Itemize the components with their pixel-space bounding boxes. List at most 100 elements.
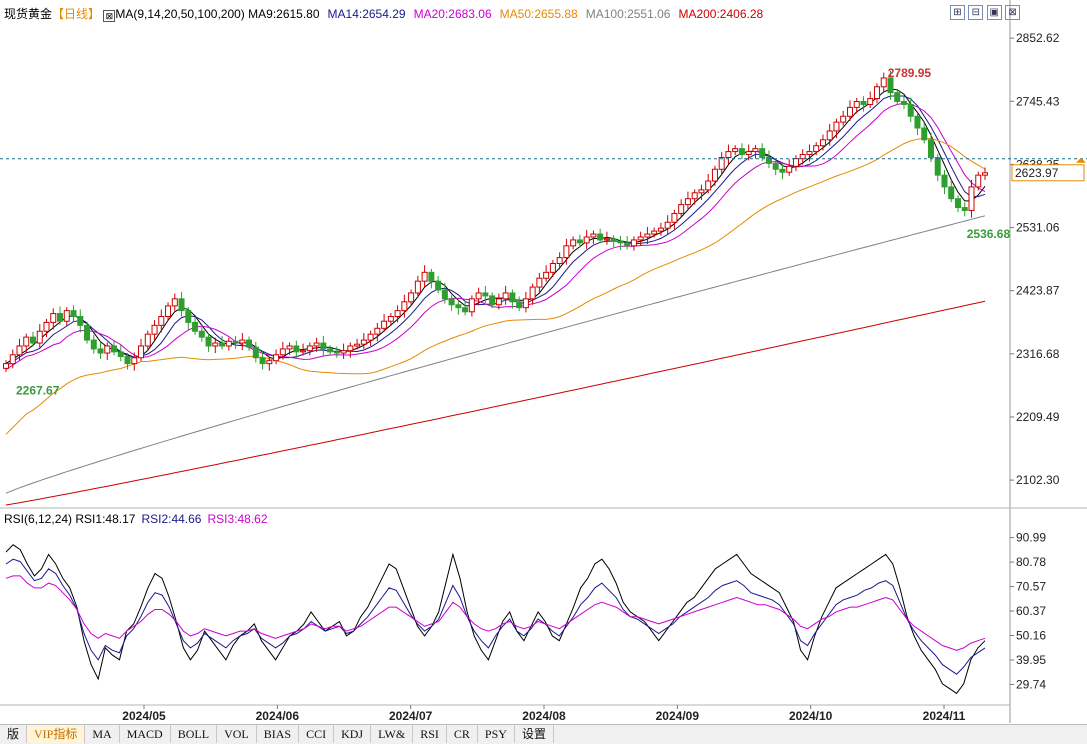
candle-body <box>144 333 151 347</box>
toolbar-item-4[interactable]: BOLL <box>171 725 218 743</box>
candle-body <box>543 271 550 279</box>
restore-icon[interactable]: ▣ <box>986 5 1002 20</box>
toolbar-item-8[interactable]: KDJ <box>334 725 372 743</box>
candle <box>819 134 826 151</box>
candle <box>90 334 97 354</box>
candle-body <box>117 351 124 358</box>
toolbar-item-3[interactable]: MACD <box>120 725 171 743</box>
close-icon[interactable]: ⊠ <box>1005 5 1021 20</box>
candle <box>165 302 172 321</box>
candle <box>570 236 577 250</box>
candle-body <box>354 343 361 347</box>
candle-body <box>705 180 712 191</box>
candle-body <box>846 106 853 117</box>
period-label[interactable]: 【日线】 <box>52 7 101 21</box>
toolbar-item-11[interactable]: CR <box>447 725 478 743</box>
candle-body <box>36 330 43 344</box>
toolbar-item-5[interactable]: VOL <box>217 725 257 743</box>
candle-body <box>792 158 799 167</box>
zoom-out-icon[interactable]: ⊟ <box>968 5 984 20</box>
ma-value-1: MA14:2654.29 <box>327 7 406 21</box>
candle <box>124 353 131 370</box>
candle <box>455 299 462 315</box>
rsi-tick-label: 90.99 <box>1016 531 1046 545</box>
candle <box>219 335 226 350</box>
candle-body <box>84 324 91 341</box>
candle-body <box>387 316 394 322</box>
candle <box>664 215 671 235</box>
candle-body <box>475 292 482 300</box>
candle <box>70 305 77 323</box>
candle <box>138 338 145 362</box>
candle-body <box>570 239 577 247</box>
candle-body <box>455 304 462 309</box>
rsi-values: RSI1:48.17 RSI2:44.66 RSI3:48.62 <box>75 512 273 526</box>
indicator-toolbar: 版 VIP指标 MA MACD BOLL VOL BIAS CCI KDJ LW& RSI CR PSY… <box>0 724 1087 744</box>
candle <box>502 285 509 305</box>
ma-values: MA9:2615.80 MA14:2654.29 MA20:2683.06 MA50:… <box>248 7 771 21</box>
candle <box>300 343 307 356</box>
candle <box>657 222 664 236</box>
candle <box>117 344 124 362</box>
zoom-in-icon[interactable]: ⊞ <box>950 5 965 20</box>
candle-body <box>954 198 961 209</box>
candle-body <box>684 198 691 206</box>
x-tick-label: 2024/09 <box>656 709 700 723</box>
last-price-tag <box>1011 164 1085 182</box>
toolbar-item-7[interactable]: CCI <box>299 725 335 743</box>
candle-body <box>428 271 435 282</box>
ma-toggle-icon[interactable]: ⊠ <box>103 10 116 22</box>
candle-body <box>408 292 415 303</box>
toolbar-item-13[interactable]: 设置 <box>515 725 554 743</box>
candle-body <box>975 174 982 188</box>
candle-body <box>725 151 732 158</box>
candle <box>833 118 840 139</box>
candle-body <box>111 345 118 353</box>
toolbar-item-9[interactable]: LW& <box>371 725 414 743</box>
candle <box>590 230 597 245</box>
candle-body <box>171 298 178 307</box>
candle-body <box>151 324 158 335</box>
candle <box>30 331 37 347</box>
candle <box>279 341 286 360</box>
candle <box>360 333 367 349</box>
start-low-label: 2267.67 <box>16 384 60 398</box>
rsi-tick-label: 39.95 <box>1016 653 1046 667</box>
toolbar-item-6[interactable]: BIAS <box>257 725 300 743</box>
price-header: 现货黄金【日线】 ⊠ MA(9,14,20,50,100,200) MA9:261… <box>4 5 771 22</box>
candle <box>414 275 421 298</box>
candle-body <box>246 339 253 348</box>
candle-body <box>590 233 597 238</box>
candle-body <box>813 145 820 153</box>
candle-body <box>63 310 70 322</box>
toolbar-item-10[interactable]: RSI <box>413 725 447 743</box>
candle-body <box>185 310 192 323</box>
candle <box>840 110 847 126</box>
candle-body <box>448 298 455 306</box>
candle-body <box>468 298 475 313</box>
candle-body <box>286 345 293 350</box>
candle <box>212 337 219 354</box>
candle <box>495 293 502 310</box>
toolbar-item-2[interactable]: MA <box>85 725 120 743</box>
candle <box>759 143 766 162</box>
toolbar-item-1[interactable]: VIP指标 <box>27 725 86 743</box>
candle-body <box>158 316 165 326</box>
candle <box>786 159 793 176</box>
toolbar-item-0[interactable]: 版 <box>0 725 28 743</box>
candle <box>522 291 529 313</box>
ma-value-3: MA50:2655.88 <box>499 7 578 21</box>
y-tick-label: 2531.06 <box>1016 221 1060 235</box>
candle-body <box>536 277 543 288</box>
toolbar-item-12[interactable]: PSY <box>478 725 515 743</box>
candle <box>529 283 536 305</box>
candle <box>954 195 961 213</box>
candle <box>880 72 887 93</box>
candle-body <box>921 127 928 141</box>
candle <box>536 272 543 295</box>
candle <box>435 275 442 294</box>
candle <box>23 333 30 354</box>
candle-body <box>759 148 766 158</box>
candle-body <box>711 168 718 182</box>
candle-body <box>97 348 104 354</box>
